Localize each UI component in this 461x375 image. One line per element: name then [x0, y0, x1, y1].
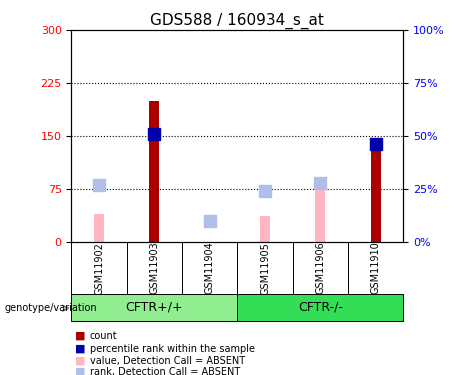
Bar: [260, 216, 270, 242]
Text: CFTR+/+: CFTR+/+: [125, 301, 183, 314]
Text: ■: ■: [76, 344, 86, 354]
Point: [317, 180, 324, 186]
Text: GSM11904: GSM11904: [205, 242, 215, 294]
Text: GSM11902: GSM11902: [94, 242, 104, 295]
Text: count: count: [90, 331, 118, 340]
Text: ■: ■: [76, 367, 86, 375]
Text: CFTR-/-: CFTR-/-: [298, 301, 343, 314]
Text: GDS588 / 160934_s_at: GDS588 / 160934_s_at: [150, 13, 325, 29]
Bar: [94, 214, 104, 242]
Text: percentile rank within the sample: percentile rank within the sample: [90, 344, 255, 354]
Text: genotype/variation: genotype/variation: [5, 303, 97, 313]
Bar: [371, 147, 381, 242]
Text: rank, Detection Call = ABSENT: rank, Detection Call = ABSENT: [90, 367, 240, 375]
Bar: [149, 100, 160, 242]
Text: GSM11910: GSM11910: [371, 242, 381, 294]
Text: ■: ■: [76, 331, 86, 340]
Point: [206, 217, 213, 223]
Text: value, Detection Call = ABSENT: value, Detection Call = ABSENT: [90, 356, 245, 366]
Bar: [237, 294, 403, 321]
Point: [95, 182, 103, 188]
Text: GSM11903: GSM11903: [149, 242, 160, 294]
Text: ■: ■: [76, 356, 86, 366]
Text: GSM11906: GSM11906: [315, 242, 325, 294]
Point: [261, 188, 269, 194]
Bar: [71, 294, 237, 321]
Point: [372, 141, 379, 147]
Point: [151, 131, 158, 137]
Text: GSM11905: GSM11905: [260, 242, 270, 295]
Bar: [315, 189, 325, 242]
